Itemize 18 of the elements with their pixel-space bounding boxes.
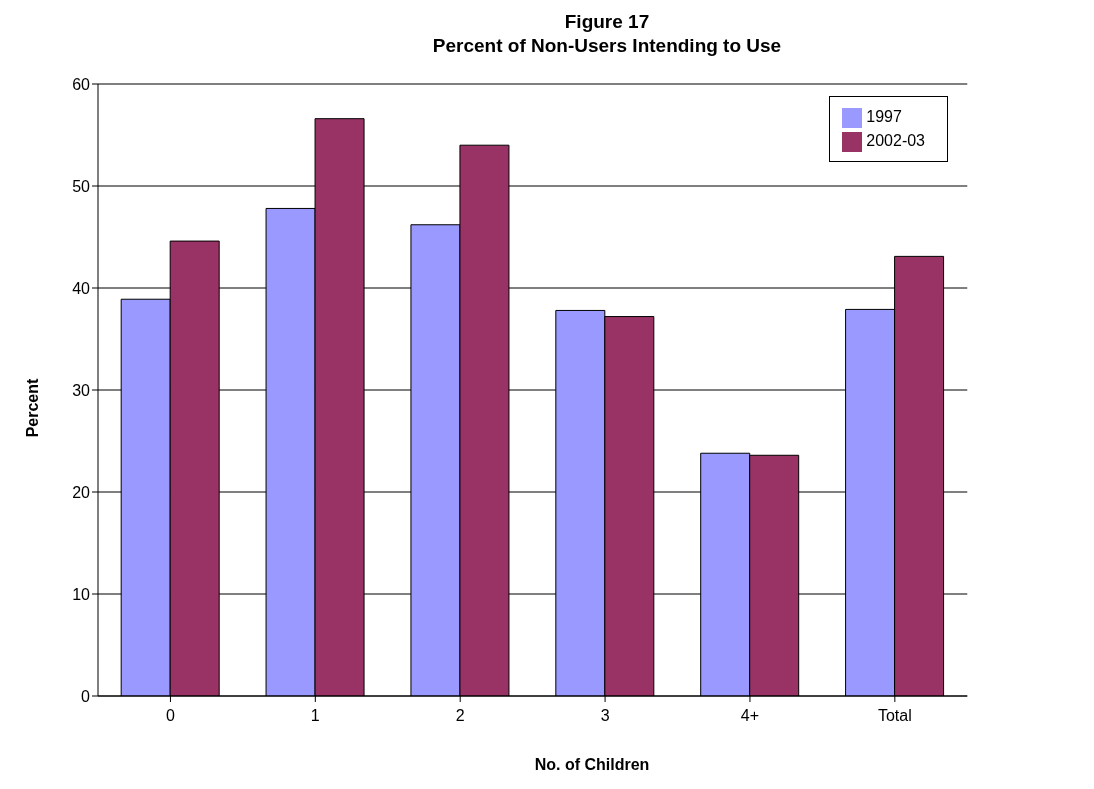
legend-label: 1997 [866, 108, 902, 125]
y-tick-label: 50 [72, 177, 91, 195]
x-tick-label: 2 [455, 707, 465, 725]
x-tick-label: 0 [165, 707, 175, 725]
y-axis-title: Percent [24, 378, 42, 438]
y-tick-label: 10 [72, 585, 91, 603]
y-tick-label: 0 [81, 687, 91, 705]
chart-title: Figure 17 Percent of Non-Users Intending to Use [431, 10, 783, 58]
x-tick-label: 1 [310, 707, 320, 725]
y-tick-label: 40 [72, 279, 91, 297]
y-tick-label: 20 [72, 483, 91, 501]
x-axis-title: No. of Children [533, 756, 651, 774]
y-tick-label: 30 [72, 381, 91, 399]
y-tick-label: 60 [72, 75, 91, 93]
x-tick-label: Total [877, 707, 912, 725]
x-tick-label: 3 [600, 707, 610, 725]
legend-label: 2002-03 [866, 132, 925, 149]
x-tick-label: 4+ [740, 707, 760, 725]
